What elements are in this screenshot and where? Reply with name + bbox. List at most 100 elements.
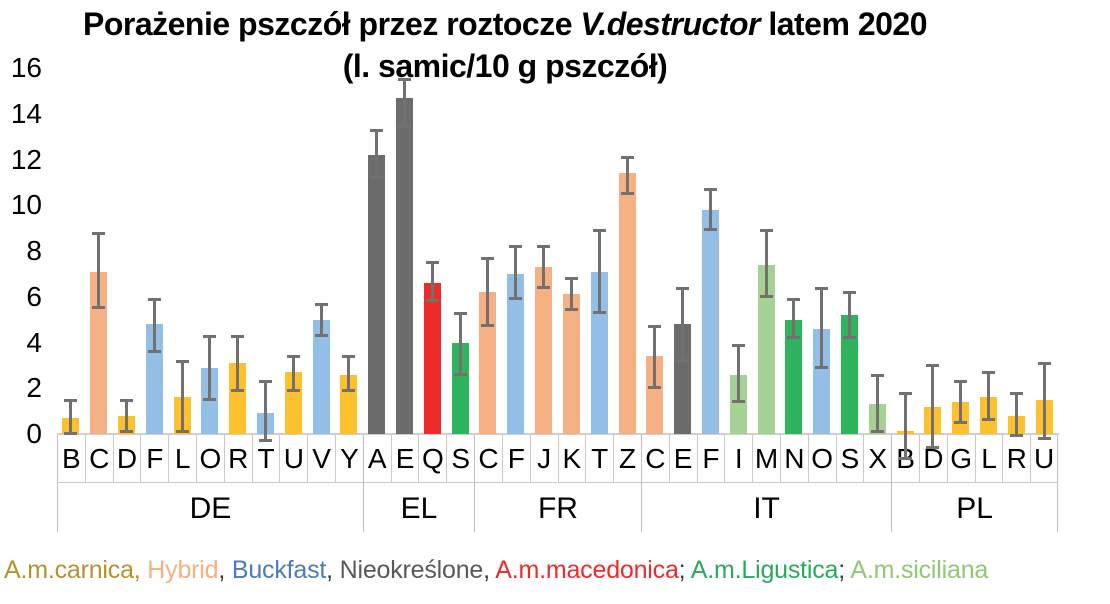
legend-item-Nieokreślone: Nieokreślone — [339, 556, 484, 584]
y-tick-label-12: 12 — [10, 143, 42, 175]
error-bar-line-IT-X — [875, 374, 879, 432]
bar-IT-M — [757, 264, 775, 434]
group-label-DE: DE — [189, 492, 232, 525]
x-label-DE-U: U — [279, 435, 308, 483]
error-bar-line-DE-Y — [347, 356, 351, 391]
bar-IT-N — [785, 319, 803, 434]
error-bar-cap-bottom-FR-K — [564, 308, 578, 312]
legend-separator: , — [218, 556, 232, 584]
error-bar-line-DE-B — [69, 399, 73, 434]
error-bar-line-DE-U — [291, 356, 295, 391]
error-bar-line-FR-J — [542, 246, 546, 288]
x-label-IT-I: I — [724, 435, 753, 483]
error-bar-cap-bottom-DE-L — [175, 429, 189, 433]
error-bar-cap-bottom-DE-Y — [342, 388, 356, 392]
legend-item-A.m.carnica: A.m.carnica — [4, 556, 134, 584]
error-bar-line-IT-N — [792, 299, 796, 338]
legend-item-Hybrid: Hybrid — [147, 556, 219, 584]
error-bar-line-IT-C — [653, 326, 657, 389]
error-bar-cap-bottom-IT-O — [815, 365, 829, 369]
error-bar-cap-top-FR-J — [537, 245, 551, 249]
error-bar-cap-bottom-FR-Z — [620, 191, 634, 195]
x-label-FR-J: J — [529, 435, 558, 483]
error-bar-cap-top-PL-U — [1037, 362, 1051, 366]
error-bar-cap-bottom-EL-A — [370, 175, 384, 179]
error-bar-cap-top-IT-X — [870, 373, 884, 377]
error-bar-cap-top-EL-S — [453, 311, 467, 315]
legend-item-A.m.Ligustica: A.m.Ligustica — [690, 556, 839, 584]
x-label-EL-Q: Q — [418, 435, 447, 483]
error-bar-cap-top-EL-E — [398, 78, 412, 82]
error-bar-cap-top-FR-F — [509, 245, 523, 249]
error-bar-line-EL-S — [458, 312, 462, 375]
error-bar-line-PL-B — [903, 392, 907, 460]
error-bar-cap-top-PL-L — [981, 371, 995, 375]
legend-item-A.m.siciliana: A.m.siciliana — [850, 556, 989, 584]
x-label-DE-D: D — [112, 435, 141, 483]
bar-FR-J — [535, 267, 553, 434]
error-bar-line-PL-G — [959, 381, 963, 423]
error-bar-cap-top-DE-R — [231, 334, 245, 338]
x-label-FR-Z: Z — [613, 435, 641, 483]
error-bar-line-FR-T — [597, 230, 601, 313]
error-bar-cap-bottom-PL-R — [1009, 434, 1023, 438]
error-bar-cap-bottom-FR-T — [592, 310, 606, 314]
group-label-IT: IT — [753, 492, 780, 525]
error-bar-cap-bottom-EL-S — [453, 372, 467, 376]
error-bar-cap-bottom-PL-G — [954, 420, 968, 424]
error-bar-cap-bottom-PL-U — [1037, 436, 1051, 440]
bar-FR-F — [507, 273, 525, 434]
error-bar-cap-top-FR-T — [592, 229, 606, 233]
x-label-IT-O: O — [807, 435, 836, 483]
error-bar-line-IT-O — [820, 287, 824, 368]
error-bar-cap-top-IT-E — [676, 286, 690, 290]
legend-separator: , — [133, 556, 148, 584]
bar-IT-I — [729, 374, 747, 434]
x-label-DE-F: F — [140, 435, 169, 483]
x-label-FR-T: T — [585, 435, 614, 483]
error-bar-line-DE-D — [125, 399, 128, 432]
error-bar-line-PL-D — [931, 365, 935, 448]
error-bar-cap-bottom-EL-E — [398, 125, 412, 129]
chart-subtitle: (l. samic/10 g pszczół) — [342, 48, 668, 84]
x-label-PL-L: L — [974, 435, 1003, 483]
bar-FR-C — [479, 292, 497, 434]
bar-IT-E — [674, 324, 692, 434]
error-bar-cap-bottom-EL-Q — [425, 299, 439, 303]
y-tick-label-10: 10 — [10, 189, 42, 221]
error-bar-line-PL-U — [1042, 363, 1046, 439]
bar-FR-K — [562, 294, 580, 434]
error-bar-cap-bottom-PL-B — [898, 457, 912, 461]
group-PL: PL — [891, 435, 1058, 532]
x-label-FR-F: F — [501, 435, 530, 483]
legend-item-Buckfast: Buckfast — [231, 556, 327, 584]
error-bar-cap-top-EL-Q — [425, 261, 439, 265]
chart-title: Porażenie pszczół przez roztocze V.destr… — [0, 6, 1010, 43]
group-label-FR: FR — [537, 492, 578, 525]
error-bar-line-DE-C — [97, 232, 101, 309]
legend-separator: ; — [838, 556, 851, 584]
error-bar-cap-top-DE-L — [175, 359, 189, 363]
error-bar-cap-top-IT-S — [842, 291, 856, 295]
error-bar-line-FR-F — [514, 246, 518, 300]
group-DE: DE — [57, 435, 363, 532]
group-EL: EL — [362, 435, 474, 532]
error-bar-cap-bottom-FR-F — [509, 297, 523, 301]
error-bar-cap-bottom-IT-M — [759, 294, 773, 298]
error-bar-cap-top-DE-V — [314, 302, 328, 306]
error-bar-cap-top-IT-O — [815, 286, 829, 290]
error-bar-cap-top-DE-Y — [342, 355, 356, 359]
y-tick-label-4: 4 — [26, 326, 42, 358]
bar-DE-U — [284, 372, 302, 434]
error-bar-cap-top-IT-C — [648, 325, 662, 329]
y-tick-label-14: 14 — [10, 97, 42, 129]
group-label-PL: PL — [956, 492, 993, 525]
error-bar-line-IT-E — [681, 287, 685, 361]
error-bar-cap-bottom-DE-T — [259, 438, 273, 442]
error-bar-line-FR-Z — [625, 157, 629, 194]
x-label-EL-S: S — [446, 435, 475, 483]
error-bar-cap-bottom-DE-R — [231, 388, 245, 392]
error-bar-cap-top-IT-M — [759, 229, 773, 233]
legend-separator: , — [326, 556, 340, 584]
